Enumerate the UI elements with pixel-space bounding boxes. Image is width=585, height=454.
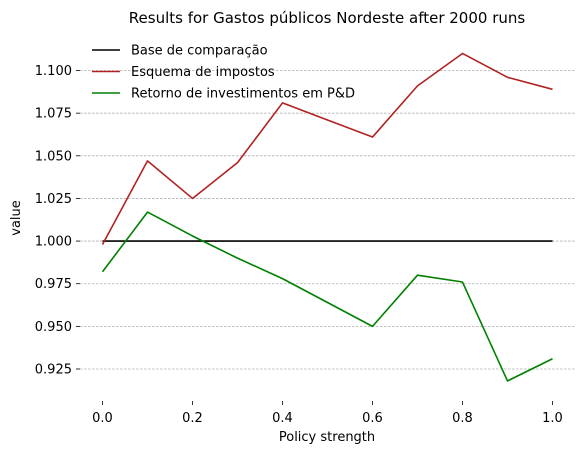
series-line-2 xyxy=(101,211,553,382)
y-tick-label: 0.975 xyxy=(35,277,72,292)
y-tick-label: 1.000 xyxy=(35,235,72,250)
series-line-1 xyxy=(101,52,553,245)
chart-title: Results for Gastos públicos Nordeste aft… xyxy=(129,9,526,27)
x-axis-label: Policy strength xyxy=(279,430,375,445)
legend-label: Retorno de investimentos em P&D xyxy=(131,87,355,102)
y-axis-ticks: 0.925 0.950 0.975 1.000 1.025 1.050 1.075 1.100 xyxy=(35,64,80,378)
y-tick-label: 1.100 xyxy=(35,64,72,79)
x-tick-label: 0.8 xyxy=(452,411,473,426)
legend-label: Esquema de impostos xyxy=(131,65,275,80)
x-tick-label: 0.0 xyxy=(92,411,113,426)
y-tick-label: 0.950 xyxy=(35,320,72,335)
legend-label: Base de comparação xyxy=(131,44,268,59)
x-axis-ticks: 0.0 0.2 0.4 0.6 0.8 1.0 xyxy=(92,401,563,426)
y-tick-label: 1.025 xyxy=(35,192,72,207)
y-axis-label: value xyxy=(9,200,24,236)
x-tick-label: 0.4 xyxy=(272,411,293,426)
x-tick-label: 0.6 xyxy=(362,411,383,426)
x-tick-label: 1.0 xyxy=(542,411,563,426)
series-lines xyxy=(101,52,553,382)
y-tick-label: 1.050 xyxy=(35,149,72,164)
gridlines xyxy=(80,70,575,370)
legend: Base de comparação Esquema de impostos Ret… xyxy=(92,44,355,102)
x-tick-label: 0.2 xyxy=(182,411,203,426)
y-tick-label: 0.925 xyxy=(35,363,72,378)
y-tick-label: 1.075 xyxy=(35,107,72,122)
